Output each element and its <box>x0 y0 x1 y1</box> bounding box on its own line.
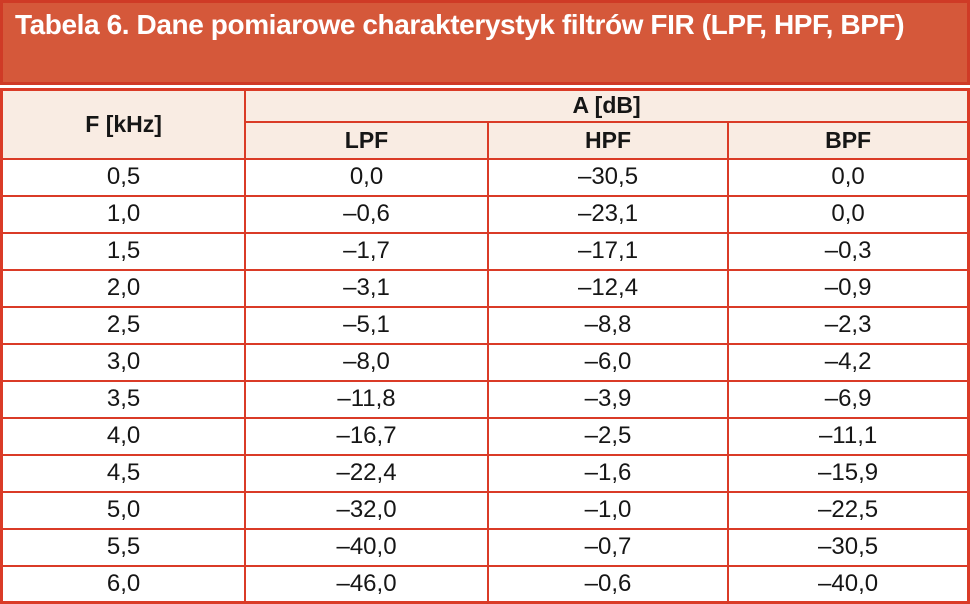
cell-bpf: –15,9 <box>727 453 970 493</box>
cell-hpf: –8,8 <box>486 305 730 345</box>
cell-hpf: –23,1 <box>486 194 730 234</box>
cell-hpf: –1,6 <box>486 453 730 493</box>
cell-f: 5,0 <box>0 490 247 530</box>
table-row: 1,5 –1,7 –17,1 –0,3 <box>0 231 970 271</box>
cell-bpf: –40,0 <box>727 564 970 604</box>
header-lpf: LPF <box>244 120 489 160</box>
cell-bpf: –6,9 <box>727 379 970 419</box>
cell-f: 4,5 <box>0 453 247 493</box>
cell-lpf: –5,1 <box>244 305 489 345</box>
cell-bpf: –2,3 <box>727 305 970 345</box>
cell-lpf: –8,0 <box>244 342 489 382</box>
cell-bpf: 0,0 <box>727 157 970 197</box>
table-row: 2,0 –3,1 –12,4 –0,9 <box>0 268 970 308</box>
cell-lpf: –46,0 <box>244 564 489 604</box>
cell-bpf: –4,2 <box>727 342 970 382</box>
table-title: Tabela 6. Dane pomiarowe charakterystyk … <box>0 0 970 85</box>
cell-lpf: 0,0 <box>244 157 489 197</box>
cell-hpf: –0,6 <box>486 564 730 604</box>
table-row: 1,0 –0,6 –23,1 0,0 <box>0 194 970 234</box>
cell-lpf: –40,0 <box>244 527 489 567</box>
cell-lpf: –16,7 <box>244 416 489 456</box>
cell-lpf: –0,6 <box>244 194 489 234</box>
cell-lpf: –11,8 <box>244 379 489 419</box>
table-row: 0,5 0,0 –30,5 0,0 <box>0 157 970 197</box>
table-row: 6,0 –46,0 –0,6 –40,0 <box>0 564 970 604</box>
table-body: 0,5 0,0 –30,5 0,0 1,0 –0,6 –23,1 0,0 1,5 –1,7 –17,… <box>0 157 970 604</box>
cell-hpf: –1,0 <box>486 490 730 530</box>
cell-hpf: –17,1 <box>486 231 730 271</box>
header-bpf: BPF <box>727 120 970 160</box>
cell-f: 3,5 <box>0 379 247 419</box>
cell-hpf: –30,5 <box>486 157 730 197</box>
cell-bpf: –0,3 <box>727 231 970 271</box>
cell-hpf: –0,7 <box>486 527 730 567</box>
cell-hpf: –6,0 <box>486 342 730 382</box>
table-row: 5,0 –32,0 –1,0 –22,5 <box>0 490 970 530</box>
cell-f: 2,0 <box>0 268 247 308</box>
table-header: F [kHz] A [dB] LPF HPF BPF <box>0 88 970 160</box>
table-row: 3,5 –11,8 –3,9 –6,9 <box>0 379 970 419</box>
cell-f: 6,0 <box>0 564 247 604</box>
table-row: 4,5 –22,4 –1,6 –15,9 <box>0 453 970 493</box>
cell-f: 1,5 <box>0 231 247 271</box>
cell-lpf: –3,1 <box>244 268 489 308</box>
table-row: 5,5 –40,0 –0,7 –30,5 <box>0 527 970 567</box>
table-row: 3,0 –8,0 –6,0 –4,2 <box>0 342 970 382</box>
cell-f: 0,5 <box>0 157 247 197</box>
header-f-khz: F [kHz] <box>0 88 247 160</box>
cell-lpf: –32,0 <box>244 490 489 530</box>
cell-bpf: –30,5 <box>727 527 970 567</box>
cell-lpf: –22,4 <box>244 453 489 493</box>
cell-bpf: –11,1 <box>727 416 970 456</box>
table-row: 2,5 –5,1 –8,8 –2,3 <box>0 305 970 345</box>
table-row: 4,0 –16,7 –2,5 –11,1 <box>0 416 970 456</box>
cell-f: 2,5 <box>0 305 247 345</box>
cell-f: 3,0 <box>0 342 247 382</box>
cell-lpf: –1,7 <box>244 231 489 271</box>
cell-hpf: –3,9 <box>486 379 730 419</box>
cell-f: 4,0 <box>0 416 247 456</box>
cell-hpf: –2,5 <box>486 416 730 456</box>
cell-bpf: 0,0 <box>727 194 970 234</box>
header-hpf: HPF <box>486 120 730 160</box>
fir-measurement-table: F [kHz] A [dB] LPF HPF BPF 0,5 0,0 –30,5 0,… <box>0 88 970 604</box>
cell-bpf: –0,9 <box>727 268 970 308</box>
cell-bpf: –22,5 <box>727 490 970 530</box>
cell-f: 5,5 <box>0 527 247 567</box>
group-header-row: F [kHz] A [dB] <box>0 88 970 160</box>
cell-f: 1,0 <box>0 194 247 234</box>
header-a-db: A [dB] <box>244 88 970 123</box>
sub-header-row: LPF HPF BPF <box>2 120 970 160</box>
cell-hpf: –12,4 <box>486 268 730 308</box>
